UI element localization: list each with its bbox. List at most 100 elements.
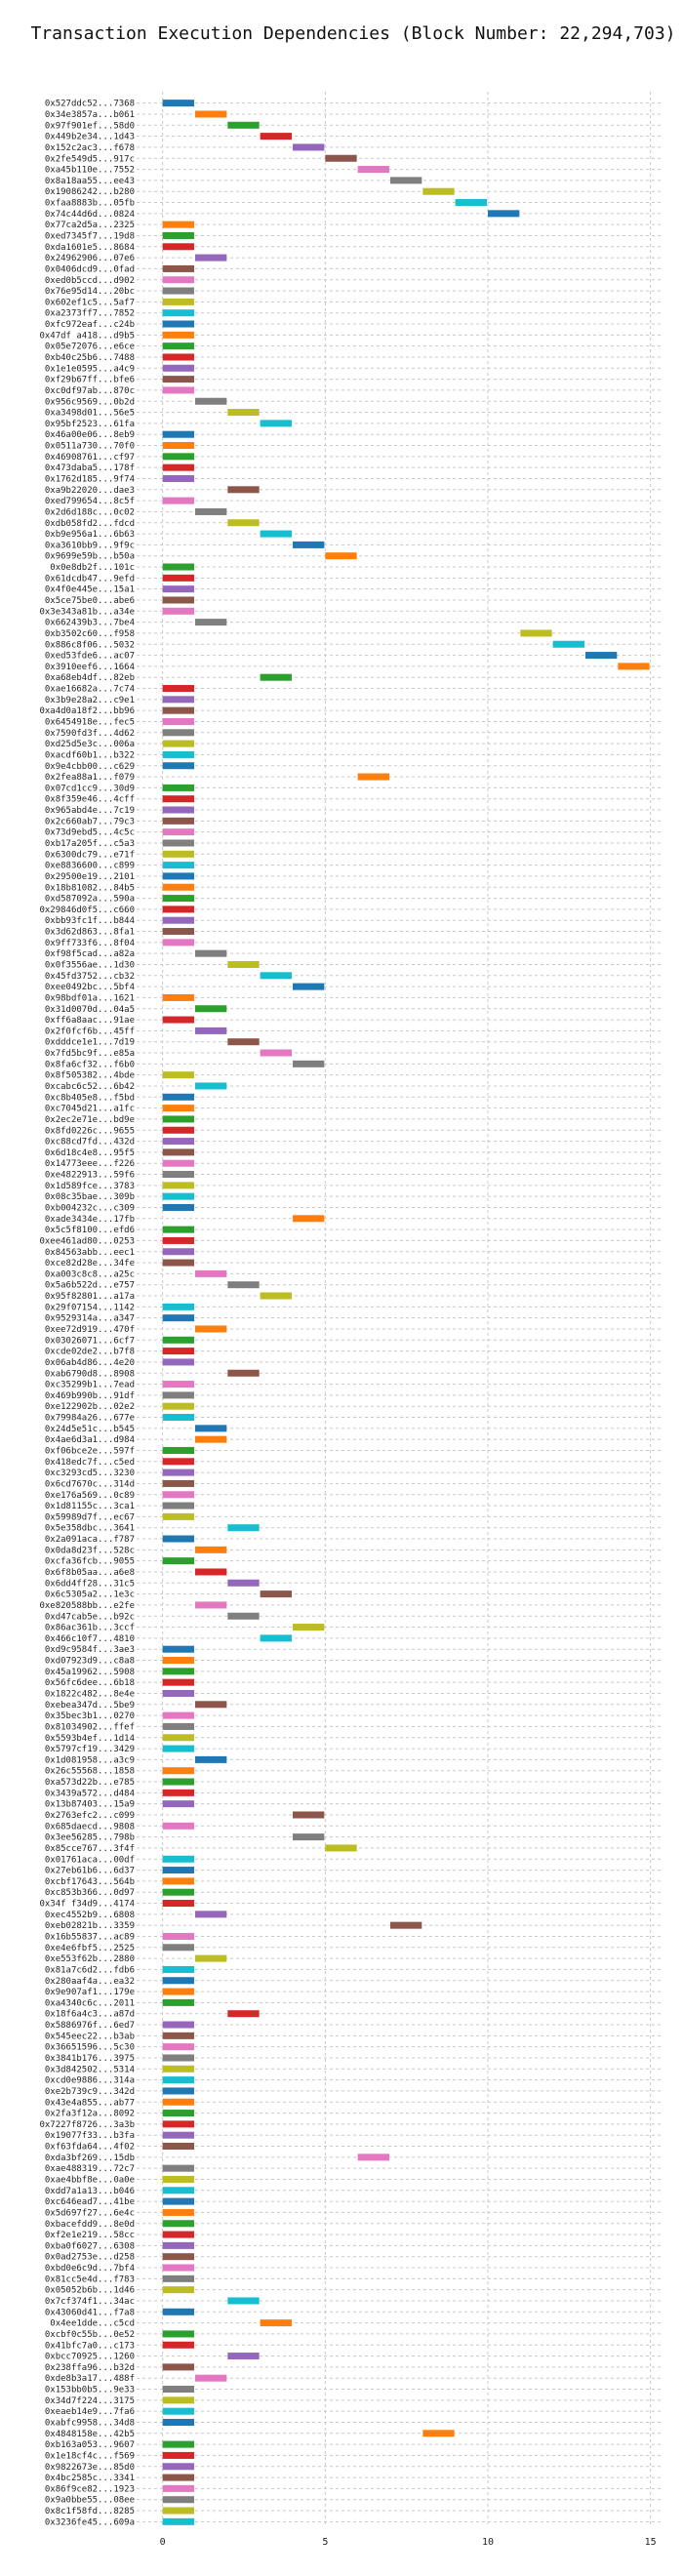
transaction-label: 0xe4e6fbf5...2525	[45, 1944, 135, 1953]
transaction-label: 0xe820588bb...e2fe	[39, 1601, 135, 1611]
transaction-label: 0x4ae6d3a1...d984	[45, 1435, 135, 1445]
transaction-label: 0x2ec2e71e...bd9e	[45, 1115, 135, 1125]
execution-bar	[227, 960, 260, 968]
execution-bar	[162, 939, 194, 946]
transaction-label: 0x2a091aca...f787	[45, 1535, 135, 1545]
execution-bar	[162, 795, 194, 803]
transaction-label: 0xbb93fc1f...b844	[45, 916, 135, 926]
execution-bar	[325, 154, 357, 162]
transaction-label: 0x3e343a81b...a34e	[39, 607, 135, 617]
execution-bar	[293, 541, 325, 548]
execution-bar	[162, 2220, 194, 2228]
transaction-label: 0x3d62d863...8fa1	[45, 928, 135, 938]
execution-bar	[162, 2496, 194, 2504]
execution-bar	[162, 1645, 194, 1653]
transaction-label: 0xe553f62b...2880	[45, 1954, 135, 1964]
execution-bar	[162, 1767, 194, 1775]
execution-bar	[422, 2430, 455, 2437]
execution-bar	[162, 1148, 194, 1156]
transaction-label: 0xbd0e6c9d...7bf4	[45, 2264, 135, 2274]
transaction-label: 0xeb02821b...3359	[45, 1921, 135, 1931]
transaction-label: 0x2fe549d5...917c	[45, 154, 135, 164]
transaction-label: 0x5ce75be0...abe6	[45, 596, 135, 606]
execution-bar	[162, 1159, 194, 1167]
execution-bar	[195, 1425, 227, 1432]
execution-bar	[162, 1888, 194, 1896]
execution-bar	[162, 331, 194, 339]
transaction-label: 0xf06bce2e...597f	[45, 1446, 135, 1456]
execution-bar	[162, 1314, 194, 1322]
execution-bar	[162, 1402, 194, 1410]
transaction-label: 0x4bc2585c...3341	[45, 2474, 135, 2483]
execution-bar	[162, 1988, 194, 1995]
transaction-label: 0x59989d7f...ec67	[45, 1512, 135, 1522]
execution-bar	[162, 1381, 194, 1389]
execution-bar	[162, 806, 194, 814]
transaction-label: 0x4f0e445e...15a1	[45, 585, 135, 595]
execution-bar	[260, 1634, 292, 1642]
execution-bar	[162, 1071, 194, 1079]
transaction-label: 0x956c9569...0b2d	[45, 397, 135, 407]
execution-bar	[162, 1115, 194, 1123]
transaction-label: 0x886c8f06...5032	[45, 640, 135, 650]
transaction-label: 0xebea347d...5be9	[45, 1701, 135, 1711]
execution-bar	[195, 254, 227, 262]
transaction-label: 0x19086242...b280	[45, 187, 135, 197]
execution-bar	[162, 2330, 194, 2338]
execution-bar	[227, 2010, 260, 2018]
x-tick-label: 10	[482, 2537, 494, 2548]
execution-bar	[162, 607, 194, 615]
transaction-label: 0x46908761...cf97	[45, 453, 135, 463]
transaction-label: 0xee72d919...470f	[45, 1325, 135, 1335]
execution-bar	[162, 1900, 194, 1908]
execution-bar	[585, 652, 618, 660]
transaction-label: 0xd9c9584f...3ae3	[45, 1645, 135, 1655]
transaction-label: 0x29500e19...2101	[45, 872, 135, 882]
transaction-label: 0x1e1e0595...a4c9	[45, 364, 135, 374]
transaction-label: 0xa68eb4df...82eb	[45, 673, 135, 683]
execution-bar	[162, 784, 194, 791]
transaction-label: 0xec4552b9...6808	[45, 1911, 135, 1920]
transaction-label: 0xed7345f7...19d8	[45, 231, 135, 241]
execution-bar	[162, 750, 194, 758]
transaction-label: 0x97f901ef...58d0	[45, 121, 135, 131]
execution-bar	[293, 1215, 325, 1223]
transaction-label: 0x19077f33...b3fa	[45, 2131, 135, 2141]
execution-bar	[293, 1833, 325, 1841]
execution-bar	[162, 717, 194, 725]
execution-bar	[162, 706, 194, 714]
execution-bar	[162, 1867, 194, 1874]
execution-bar	[293, 1624, 325, 1631]
execution-bar	[325, 1844, 357, 1852]
transaction-label: 0xe122902b...02e2	[45, 1402, 135, 1412]
transaction-label: 0xcd0e9886...314a	[45, 2076, 135, 2086]
execution-bar	[162, 1138, 194, 1146]
transaction-label: 0xd47cab5e...b92c	[45, 1612, 135, 1622]
transaction-label: 0x24962906...07e6	[45, 254, 135, 263]
execution-bar	[162, 2264, 194, 2272]
execution-bar	[162, 2241, 194, 2249]
transaction-label: 0x9529314a...a347	[45, 1314, 135, 1324]
execution-bar	[162, 696, 194, 704]
transaction-label: 0x41bfc7a0...c173	[45, 2341, 135, 2351]
transaction-label: 0xc853b366...0d97	[45, 1888, 135, 1898]
transaction-label: 0xee461ad80...0253	[39, 1236, 135, 1246]
transaction-label: 0x43060d41...f7a8	[45, 2308, 135, 2317]
transaction-label: 0x4848158e...42b5	[45, 2430, 135, 2439]
execution-bar	[195, 397, 227, 405]
execution-bar	[162, 1303, 194, 1310]
transaction-label: 0xe176a569...0c89	[45, 1491, 135, 1501]
execution-bar	[195, 1269, 227, 1277]
transaction-label: 0x74c44d6d...0824	[45, 210, 135, 220]
execution-bar	[162, 2517, 194, 2525]
transaction-label: 0x03026071...6cf7	[45, 1336, 135, 1346]
transaction-label: 0x5c5f8100...efd6	[45, 1226, 135, 1235]
execution-bar	[195, 1601, 227, 1609]
execution-bar	[162, 1414, 194, 1422]
transaction-label: 0x29f07154...1142	[45, 1303, 135, 1312]
execution-bar	[162, 839, 194, 847]
execution-bar	[162, 2054, 194, 2062]
transaction-label: 0x280aaf4a...ea32	[45, 1977, 135, 1987]
bars	[162, 100, 650, 2525]
